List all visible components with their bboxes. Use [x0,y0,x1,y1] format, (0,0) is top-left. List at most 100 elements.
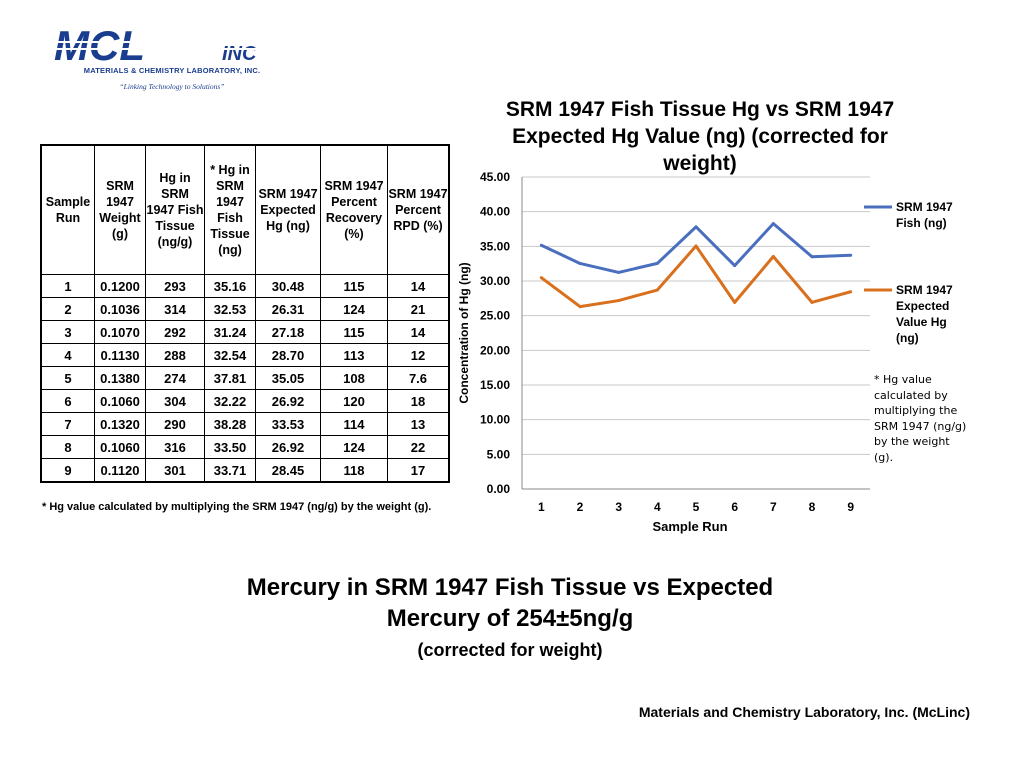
x-axis-label: Sample Run [652,519,727,534]
table-cell: 1 [40,274,95,298]
table-row: 3 0.1070 292 31.24 27.18 115 14 [40,320,450,344]
table-cell: 0.1120 [94,458,146,483]
table-cell: 290 [145,412,205,436]
table-cell: 115 [320,320,388,344]
x-tick-label: 2 [577,500,584,514]
table-cell: 14 [387,274,450,298]
data-point [539,276,543,280]
logo-mark-text: MCL [54,22,145,68]
table-row: 4 0.1130 288 32.54 28.70 113 12 [40,343,450,367]
y-tick-label: 40.00 [480,205,510,219]
header-percent-rpd: SRM 1947 Percent RPD (%) [387,144,450,275]
data-point [771,222,775,226]
table-cell: 108 [320,366,388,390]
data-point [539,243,543,247]
x-tick-label: 3 [615,500,622,514]
table-cell: 7.6 [387,366,450,390]
y-tick-label: 20.00 [480,343,510,357]
header-percent-recovery: SRM 1947 Percent Recovery (%) [320,144,388,275]
data-point [578,305,582,309]
table-cell: 124 [320,297,388,321]
x-tick-label: 7 [770,500,777,514]
table-cell: 32.54 [204,343,256,367]
footer-credit: Materials and Chemistry Laboratory, Inc.… [638,704,970,720]
srm-data-table: Sample Run SRM 1947 Weight (g) Hg in SRM… [40,144,450,483]
data-point [578,261,582,265]
data-point [694,244,698,248]
table-cell: 26.31 [255,297,321,321]
table-cell: 31.24 [204,320,256,344]
table-row: 1 0.1200 293 35.16 30.48 115 14 [40,274,450,298]
table-cell: 288 [145,343,205,367]
table-cell: 0.1060 [94,389,146,413]
table-cell: 314 [145,297,205,321]
table-cell: 18 [387,389,450,413]
data-point [849,253,853,257]
table-header-row: Sample Run SRM 1947 Weight (g) Hg in SRM… [40,144,450,275]
y-tick-label: 5.00 [487,447,511,461]
mcl-logo-mark: MCL INC [54,22,286,68]
table-cell: 37.81 [204,366,256,390]
table-cell: 274 [145,366,205,390]
table-cell: 14 [387,320,450,344]
data-point [655,288,659,292]
y-tick-label: 10.00 [480,413,510,427]
series-line-2 [540,244,852,309]
table-row: 9 0.1120 301 33.71 28.45 118 17 [40,458,450,483]
slide-subtitle: (corrected for weight) [417,640,603,660]
table-cell: 9 [40,458,95,483]
header-weight: SRM 1947 Weight (g) [94,144,146,275]
table-cell: 30.48 [255,274,321,298]
table-cell: 33.50 [204,435,256,459]
table-cell: 0.1130 [94,343,146,367]
table-cell: 38.28 [204,412,256,436]
table-cell: 8 [40,435,95,459]
table-cell: 33.53 [255,412,321,436]
data-point [733,300,737,304]
x-tick-label: 1 [538,500,545,514]
logo-tagline: “Linking Technology to Solutions” [119,82,225,91]
x-tick-label: 4 [654,500,661,514]
table-row: 6 0.1060 304 32.22 26.92 120 18 [40,389,450,413]
chart-side-note: * Hg value calculated by multiplying the… [874,373,967,464]
slide-title: Mercury in SRM 1947 Fish Tissue vs Expec… [246,574,774,632]
table-cell: 21 [387,297,450,321]
table-cell: 301 [145,458,205,483]
y-tick-label: 25.00 [480,309,510,323]
table-cell: 114 [320,412,388,436]
legend-label-1: SRM 1947 Fish (ng) [896,200,953,230]
data-point [771,255,775,259]
table-cell: 115 [320,274,388,298]
header-hg-ng-g: Hg in SRM 1947 Fish Tissue (ng/g) [145,144,205,275]
data-point [694,225,698,229]
table-cell: 26.92 [255,389,321,413]
data-point [733,264,737,268]
x-tick-label: 6 [731,500,738,514]
table-cell: 26.92 [255,435,321,459]
table-cell: 0.1200 [94,274,146,298]
table-cell: 316 [145,435,205,459]
table-cell: 35.05 [255,366,321,390]
table-cell: 7 [40,412,95,436]
x-tick-label: 8 [809,500,816,514]
table-cell: 17 [387,458,450,483]
table-cell: 35.16 [204,274,256,298]
table-cell: 0.1070 [94,320,146,344]
y-tick-label: 15.00 [480,378,510,392]
header-hg-ng: * Hg in SRM 1947 Fish Tissue (ng) [204,144,256,275]
x-tick-label: 5 [693,500,700,514]
table-cell: 32.22 [204,389,256,413]
table-cell: 6 [40,389,95,413]
table-cell: 293 [145,274,205,298]
data-point [849,290,853,294]
table-cell: 28.70 [255,343,321,367]
header-sample-run: Sample Run [40,144,95,275]
y-tick-label: 35.00 [480,239,510,253]
table-cell: 124 [320,435,388,459]
y-tick-label: 45.00 [480,170,510,184]
logo-mark-suffix: INC [222,43,257,65]
data-point [617,270,621,274]
table-cell: 12 [387,343,450,367]
chart-title: SRM 1947 Fish Tissue Hg vs SRM 1947 Expe… [505,98,895,175]
table-cell: 32.53 [204,297,256,321]
